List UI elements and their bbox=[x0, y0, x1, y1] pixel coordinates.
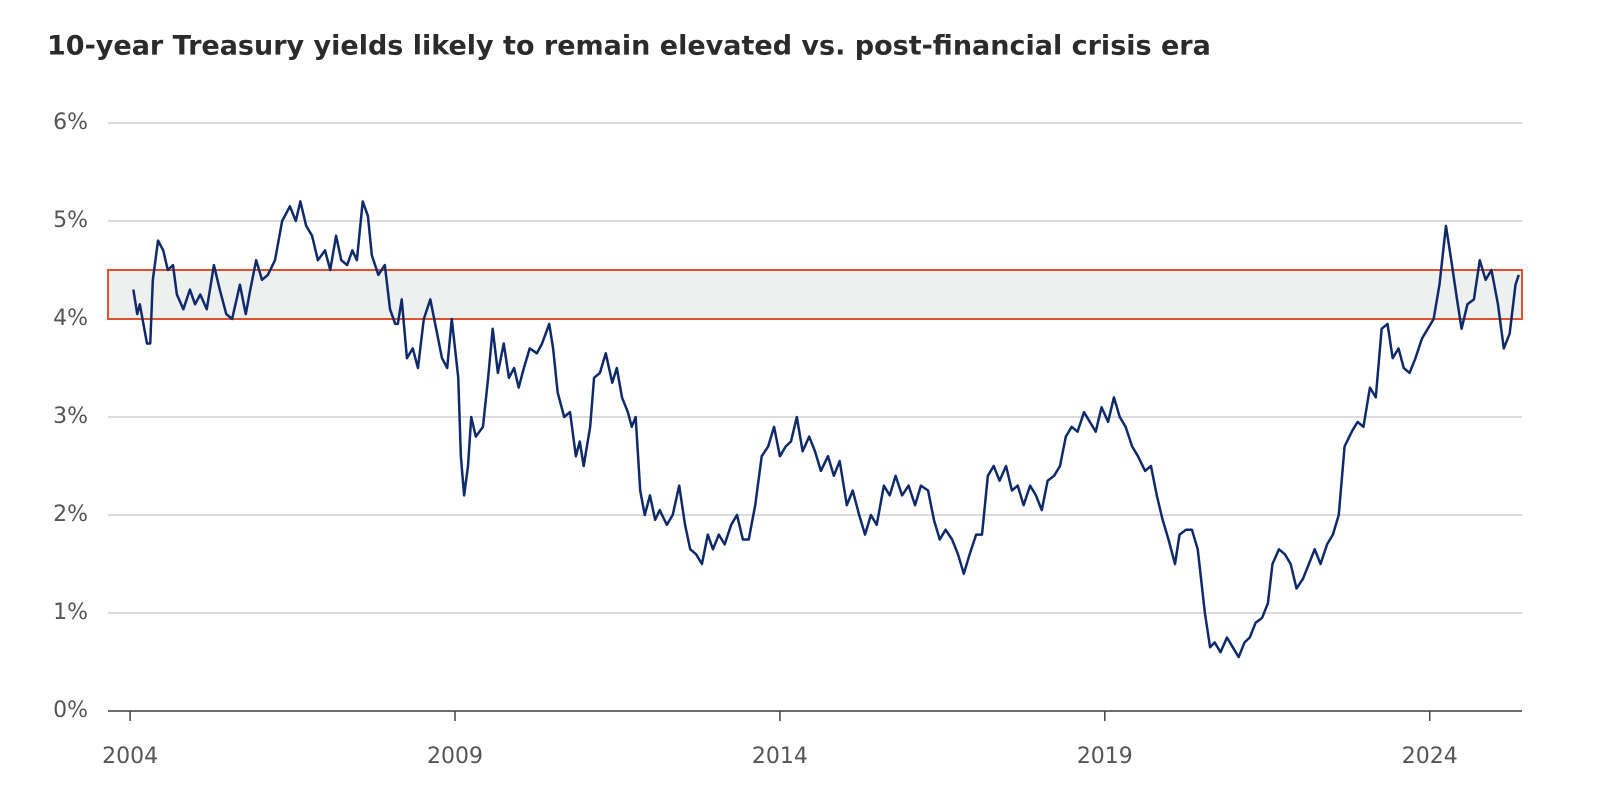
x-tick-label: 2024 bbox=[1402, 744, 1458, 769]
shaded-range bbox=[107, 269, 1523, 320]
y-tick-label: 0% bbox=[53, 698, 88, 723]
yield-line bbox=[132, 200, 1520, 659]
x-tick-label: 2004 bbox=[102, 744, 158, 769]
y-tick-label: 2% bbox=[53, 502, 88, 527]
y-tick-label: 5% bbox=[53, 208, 88, 233]
y-tick-label: 6% bbox=[53, 110, 88, 135]
chart-title: 10-year Treasury yields likely to remain… bbox=[47, 31, 1211, 62]
y-tick-label: 3% bbox=[53, 404, 88, 429]
x-tick-label: 2019 bbox=[1077, 744, 1133, 769]
x-tick-label: 2014 bbox=[752, 744, 808, 769]
y-tick-label: 4% bbox=[53, 306, 88, 331]
x-tick-label: 2009 bbox=[427, 744, 483, 769]
y-tick-label: 1% bbox=[53, 600, 88, 625]
